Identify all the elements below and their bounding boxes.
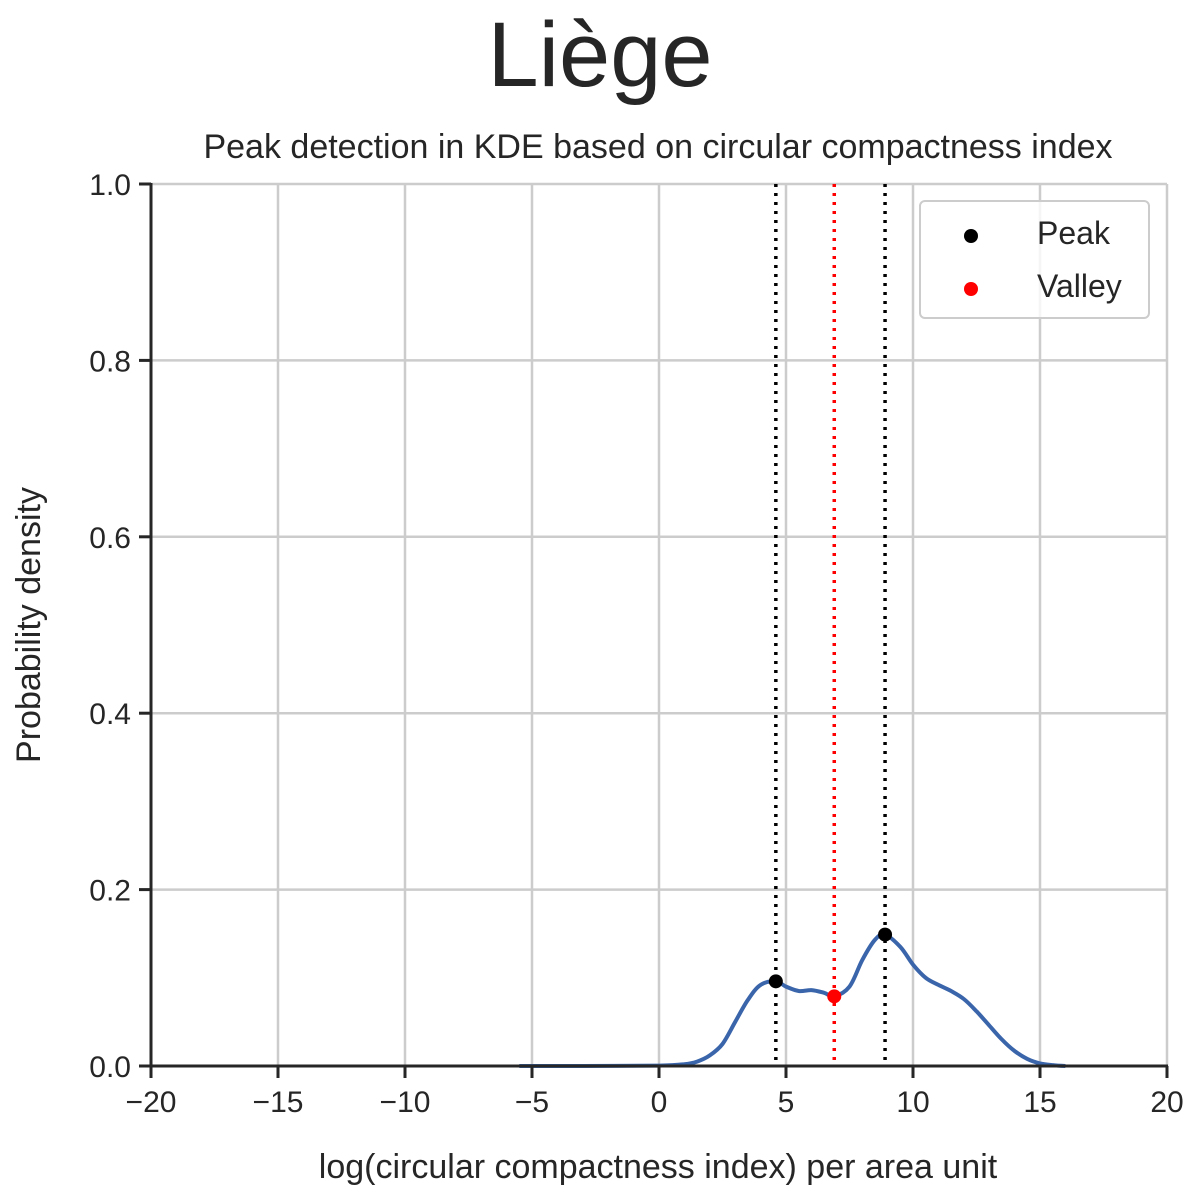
x-tick-label-8: 20	[1150, 1086, 1183, 1119]
kde-curve	[519, 932, 1066, 1069]
y-tick-label-1: 0.2	[89, 875, 131, 908]
x-tick-label-7: 15	[1023, 1086, 1056, 1119]
x-tick-label-0: −20	[126, 1086, 177, 1119]
x-axis-label: log(circular compactness index) per area…	[319, 1148, 998, 1186]
x-tick-label-3: −5	[515, 1086, 549, 1119]
x-tick-label-2: −10	[380, 1086, 431, 1119]
x-tick-label-6: 10	[896, 1086, 929, 1119]
y-tick-label-4: 0.8	[89, 345, 131, 378]
peak-valley-points	[768, 927, 893, 1004]
legend-marker-valley	[964, 282, 978, 296]
legend-label-peak: Peak	[1037, 215, 1111, 251]
peak-point-1	[878, 927, 893, 942]
grid	[149, 182, 1169, 1068]
y-axis-label: Probability density	[10, 487, 48, 763]
legend-marker-peak	[964, 229, 978, 243]
peak-point-0	[768, 974, 783, 989]
valley-point-0	[827, 989, 842, 1004]
marker-lines	[774, 184, 887, 1066]
x-tick-label-1: −15	[253, 1086, 304, 1119]
legend-label-valley: Valley	[1037, 268, 1122, 304]
y-tick-label-0: 0.0	[89, 1051, 131, 1084]
y-tick-label-5: 1.0	[89, 169, 131, 202]
figure-suptitle: Liège	[487, 4, 712, 106]
x-tick-label-5: 5	[778, 1086, 795, 1119]
legend: Peak Valley	[919, 200, 1150, 319]
x-ticks: −20 −15 −10 −5 0 5 10 15 20	[126, 1066, 1184, 1119]
y-tick-label-3: 0.6	[89, 522, 131, 555]
chart-title: Peak detection in KDE based on circular …	[203, 128, 1112, 166]
y-tick-label-2: 0.4	[89, 698, 131, 731]
x-tick-label-4: 0	[651, 1086, 668, 1119]
y-ticks: 0.0 0.2 0.4 0.6 0.8 1.0	[89, 169, 151, 1084]
